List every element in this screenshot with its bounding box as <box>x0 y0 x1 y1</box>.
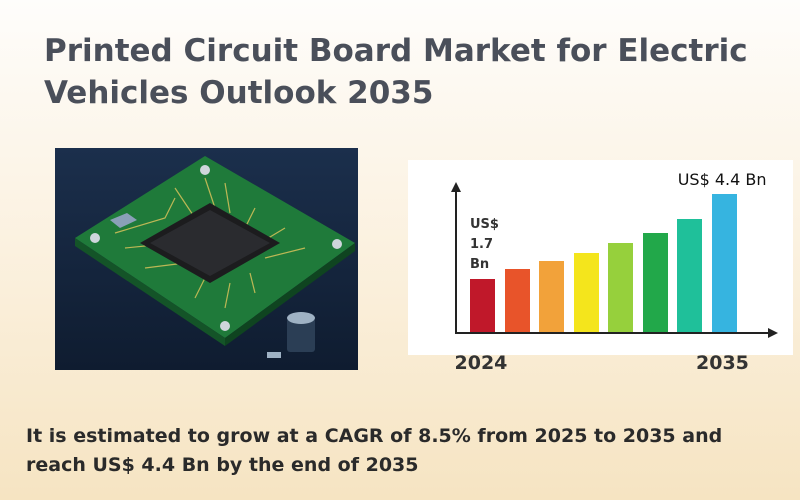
x-tick-label: 2035 <box>696 352 749 374</box>
x-axis-arrow <box>768 328 778 338</box>
bar <box>677 219 702 332</box>
bar <box>711 194 737 332</box>
value-label: US$ 4.4 Bn <box>677 170 767 189</box>
bar <box>539 261 564 332</box>
value-label: US$ 1.7 Bn <box>470 216 499 272</box>
bar <box>470 278 495 332</box>
title: Printed Circuit Board Market for Electri… <box>44 33 748 111</box>
y-axis-arrow <box>451 182 461 192</box>
footer-text: It is estimated to grow at a CAGR of 8.5… <box>26 425 723 476</box>
chart-panel: US$ 1.7 Bn US$ 4.4 Bn <box>408 160 793 355</box>
pcb-image <box>55 148 358 370</box>
x-tick-label: 2024 <box>454 352 508 374</box>
bar <box>573 252 599 332</box>
axes <box>451 182 778 338</box>
bar <box>504 269 530 332</box>
bar <box>608 243 633 332</box>
bar <box>642 232 668 332</box>
